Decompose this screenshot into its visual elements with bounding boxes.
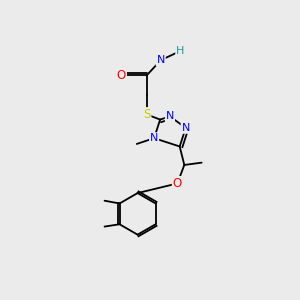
Text: O: O [173, 177, 182, 190]
Text: N: N [166, 111, 174, 122]
Text: N: N [157, 55, 165, 65]
Text: N: N [182, 123, 190, 133]
Text: H: H [176, 46, 184, 56]
Text: S: S [143, 108, 151, 121]
Text: O: O [117, 69, 126, 82]
Text: N: N [150, 133, 158, 143]
